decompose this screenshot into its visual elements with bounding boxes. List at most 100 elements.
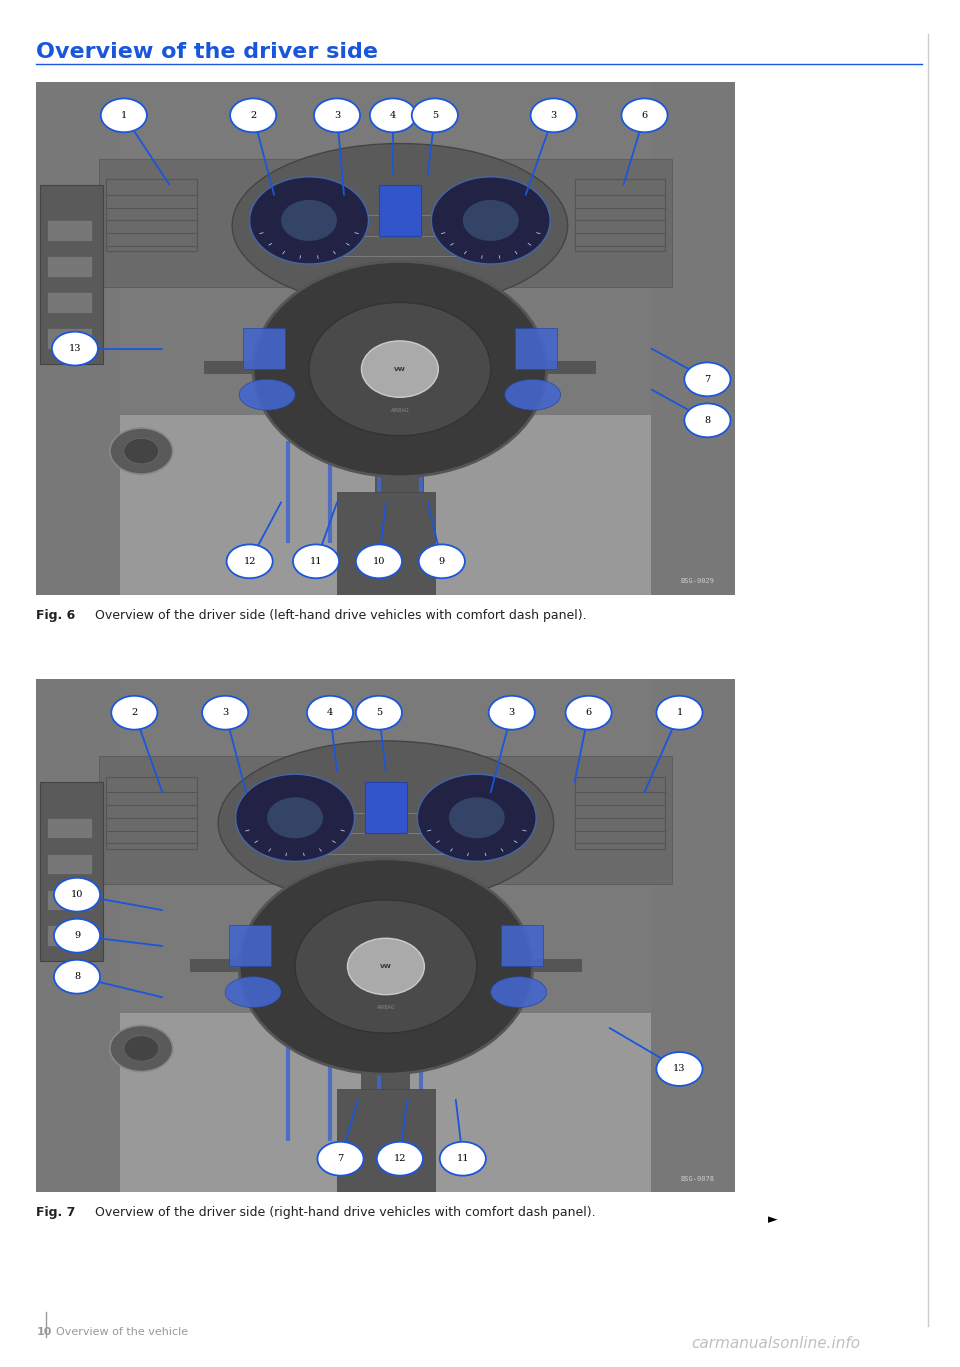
Bar xyxy=(107,179,197,252)
Text: 12: 12 xyxy=(394,1154,406,1163)
Bar xyxy=(40,185,103,364)
Bar xyxy=(204,361,288,375)
Bar xyxy=(36,679,735,1013)
Text: 3: 3 xyxy=(222,708,228,718)
Circle shape xyxy=(239,858,533,1074)
Bar xyxy=(47,257,92,276)
Text: Fig. 7: Fig. 7 xyxy=(36,1206,76,1219)
Circle shape xyxy=(356,544,402,578)
Bar xyxy=(36,416,735,595)
Bar xyxy=(375,313,424,543)
Text: 6: 6 xyxy=(586,708,591,718)
Text: 9: 9 xyxy=(439,556,444,566)
Circle shape xyxy=(314,98,360,133)
Text: AIRBAG: AIRBAG xyxy=(391,407,409,413)
Bar xyxy=(337,492,435,595)
Text: 13: 13 xyxy=(69,344,82,353)
Circle shape xyxy=(657,696,703,730)
Circle shape xyxy=(235,774,354,861)
Bar xyxy=(365,782,407,833)
Text: carmanualsonline.info: carmanualsonline.info xyxy=(691,1336,860,1351)
Circle shape xyxy=(281,200,337,241)
Ellipse shape xyxy=(226,976,281,1007)
Text: 13: 13 xyxy=(673,1065,685,1073)
Bar xyxy=(295,793,477,869)
Circle shape xyxy=(565,696,612,730)
Circle shape xyxy=(230,98,276,133)
Bar xyxy=(516,328,557,369)
Bar xyxy=(243,328,284,369)
Ellipse shape xyxy=(218,741,554,905)
Ellipse shape xyxy=(239,380,295,410)
Text: 10: 10 xyxy=(372,556,385,566)
Text: 10: 10 xyxy=(36,1327,52,1337)
Circle shape xyxy=(419,544,465,578)
Circle shape xyxy=(54,919,100,953)
Bar xyxy=(36,82,120,595)
Circle shape xyxy=(684,403,731,437)
Circle shape xyxy=(449,797,505,838)
Text: AIRBAG: AIRBAG xyxy=(376,1005,396,1010)
Bar xyxy=(228,925,271,966)
Bar xyxy=(497,958,582,972)
Ellipse shape xyxy=(505,380,561,410)
Circle shape xyxy=(124,439,158,463)
Circle shape xyxy=(250,176,369,264)
Circle shape xyxy=(362,340,439,398)
Text: 4: 4 xyxy=(390,111,396,120)
Bar xyxy=(47,328,92,349)
Circle shape xyxy=(52,332,98,365)
Bar xyxy=(47,220,92,241)
Text: 12: 12 xyxy=(244,556,256,566)
Text: 5: 5 xyxy=(432,111,438,120)
Circle shape xyxy=(418,774,537,861)
Bar xyxy=(36,679,120,1192)
Circle shape xyxy=(124,1036,158,1061)
Circle shape xyxy=(318,1141,364,1176)
Text: 8: 8 xyxy=(74,972,80,982)
Circle shape xyxy=(203,696,249,730)
Text: 9: 9 xyxy=(74,931,80,940)
Text: 8: 8 xyxy=(705,416,710,425)
Bar xyxy=(47,293,92,313)
Text: 7: 7 xyxy=(705,375,710,384)
Circle shape xyxy=(54,960,100,994)
Bar xyxy=(47,925,92,946)
Text: 3: 3 xyxy=(334,111,340,120)
Ellipse shape xyxy=(232,144,567,308)
Bar xyxy=(652,679,735,1192)
Bar xyxy=(107,776,197,849)
Text: 11: 11 xyxy=(457,1154,469,1163)
Ellipse shape xyxy=(491,976,546,1007)
Circle shape xyxy=(111,696,157,730)
Text: Overview of the driver side: Overview of the driver side xyxy=(36,41,378,62)
Text: Fig. 6: Fig. 6 xyxy=(36,610,76,622)
Bar xyxy=(47,853,92,875)
Text: VW: VW xyxy=(380,964,392,969)
Bar xyxy=(100,756,672,884)
Circle shape xyxy=(348,938,424,995)
Bar xyxy=(337,1089,435,1192)
Text: 6: 6 xyxy=(641,111,648,120)
Text: BSG-0029: BSG-0029 xyxy=(681,578,714,585)
Text: 4: 4 xyxy=(327,708,333,718)
Text: Overview of the driver side (left-hand drive vehicles with comfort dash panel).: Overview of the driver side (left-hand d… xyxy=(87,610,587,622)
Circle shape xyxy=(295,899,477,1033)
Text: 2: 2 xyxy=(132,708,137,718)
Circle shape xyxy=(356,696,402,730)
Text: ►: ► xyxy=(768,1214,778,1226)
Text: 5: 5 xyxy=(376,708,382,718)
Circle shape xyxy=(531,98,577,133)
Circle shape xyxy=(489,696,535,730)
Circle shape xyxy=(440,1141,486,1176)
Circle shape xyxy=(307,696,353,730)
Bar xyxy=(575,179,665,252)
Text: 1: 1 xyxy=(677,708,683,718)
Bar xyxy=(379,185,420,236)
Circle shape xyxy=(109,1025,173,1072)
Circle shape xyxy=(253,261,546,477)
Bar xyxy=(47,890,92,910)
Text: 3: 3 xyxy=(509,708,515,718)
Circle shape xyxy=(54,878,100,912)
Bar xyxy=(47,817,92,838)
